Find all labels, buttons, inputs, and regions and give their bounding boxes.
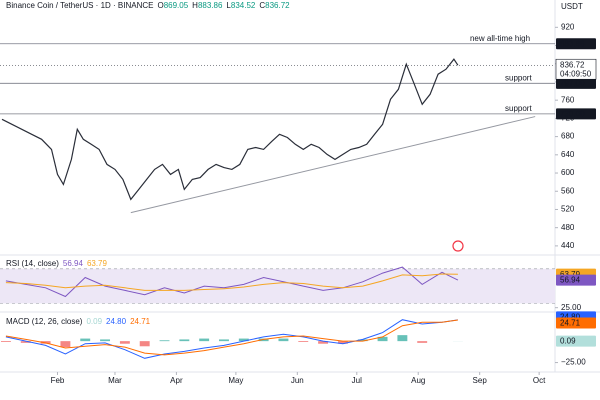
line-note: support bbox=[505, 73, 532, 82]
trend-line bbox=[130, 116, 536, 214]
currency: USDT bbox=[561, 2, 583, 11]
histogram-bar bbox=[100, 339, 111, 342]
y-tick-label: 920 bbox=[561, 22, 575, 31]
header: Binance Coin / TetherUS · 1D · BINANCE O8… bbox=[6, 1, 290, 10]
line-note: new all-time high bbox=[470, 34, 530, 43]
y-tick-label: 480 bbox=[561, 223, 575, 232]
macd-line bbox=[5, 319, 458, 356]
histogram-bar bbox=[318, 341, 329, 344]
histogram-bar bbox=[397, 335, 408, 342]
y-tick-label: 520 bbox=[561, 205, 575, 214]
price-tag-bg bbox=[556, 38, 596, 50]
histogram-bar bbox=[119, 341, 130, 344]
value-tag: 0.09 bbox=[560, 337, 576, 346]
last-price: 836.72 bbox=[560, 60, 585, 69]
last-price-bg bbox=[555, 58, 597, 80]
ohlc-label: L bbox=[226, 1, 231, 10]
y-tick-label: 440 bbox=[561, 241, 575, 250]
macd-legend: MACD (12, 26, close) 0.09 24.80 24.71 bbox=[6, 317, 151, 326]
line-note: support bbox=[505, 104, 532, 113]
countdown: 04:09:50 bbox=[560, 69, 592, 78]
value-tag: 56.94 bbox=[560, 276, 581, 285]
histogram-bar bbox=[219, 339, 229, 342]
ohlc-value: 836.72 bbox=[265, 1, 290, 10]
value-tag-bg bbox=[556, 274, 596, 286]
histogram-bar bbox=[238, 338, 249, 342]
legend-value: 0.09 bbox=[86, 317, 102, 326]
ohlc-label: H bbox=[192, 1, 198, 10]
ohlc-label: C bbox=[259, 1, 265, 10]
x-tick-label: Apr bbox=[170, 376, 183, 385]
x-tick-label: Jun bbox=[291, 376, 304, 385]
histogram-bar bbox=[199, 338, 210, 342]
symbol: Binance Coin / TetherUS · 1D · BINANCE bbox=[6, 1, 153, 10]
y-tick-label: 760 bbox=[561, 95, 575, 104]
y-tick-label: 600 bbox=[561, 168, 575, 177]
y-tick-label: 640 bbox=[561, 150, 575, 159]
histogram-bar bbox=[139, 341, 150, 347]
x-tick-label: May bbox=[228, 376, 243, 385]
legend-value: 24.71 bbox=[130, 317, 151, 326]
histogram-bar bbox=[0, 341, 11, 342]
value-tag: 63.79 bbox=[560, 270, 581, 279]
x-tick-label: Jul bbox=[352, 376, 362, 385]
x-tick-label: Mar bbox=[108, 376, 122, 385]
histogram-bar bbox=[377, 336, 388, 342]
indicator-line bbox=[5, 273, 458, 291]
legend-value: 63.79 bbox=[87, 259, 108, 268]
histogram-bar bbox=[298, 341, 309, 342]
price-tag: 730.00 bbox=[560, 109, 585, 118]
x-tick-label: Sep bbox=[473, 376, 488, 385]
histogram-bar bbox=[159, 340, 170, 342]
rsi-legend: RSI (14, close) 56.94 63.79 bbox=[6, 259, 108, 268]
y-tick-label: 25.00 bbox=[561, 303, 582, 312]
histogram-bar bbox=[179, 339, 190, 342]
histogram-bar bbox=[417, 341, 428, 343]
ohlc-value: 834.52 bbox=[231, 1, 256, 10]
indicator-line bbox=[5, 266, 459, 298]
ohlc-label: O bbox=[157, 1, 163, 10]
indicator-title: MACD (12, 26, close) bbox=[6, 317, 83, 326]
y-tick-label: −25.00 bbox=[561, 358, 586, 367]
price-tag-bg bbox=[556, 77, 596, 89]
legend-value: 24.80 bbox=[106, 317, 127, 326]
value-tag: 24.71 bbox=[560, 319, 581, 328]
macd-line bbox=[5, 319, 458, 359]
value-tag-bg bbox=[556, 335, 596, 347]
indicator-title: RSI (14, close) bbox=[6, 259, 59, 268]
histogram-bar bbox=[60, 341, 71, 348]
histogram-bar bbox=[278, 338, 289, 342]
y-tick-label: 680 bbox=[561, 132, 575, 141]
price-tag-bg bbox=[556, 108, 596, 120]
ohlc-value: 869.05 bbox=[164, 1, 189, 10]
price-tag: 797.00 bbox=[560, 79, 585, 88]
histogram-bar bbox=[357, 339, 368, 342]
legend-value: 56.94 bbox=[63, 259, 84, 268]
x-tick-label: Oct bbox=[533, 376, 546, 385]
histogram-bar bbox=[337, 341, 348, 344]
histogram-bar bbox=[80, 338, 91, 342]
histogram-bar bbox=[20, 341, 31, 343]
price-line bbox=[1, 58, 459, 201]
price-tag: 883.86 bbox=[560, 39, 585, 48]
x-tick-label: Feb bbox=[51, 376, 65, 385]
value-tag: 24.80 bbox=[560, 312, 581, 321]
live-icon bbox=[452, 240, 464, 252]
x-tick-label: Aug bbox=[411, 376, 425, 385]
y-tick-label: 560 bbox=[561, 186, 575, 195]
value-tag-bg bbox=[556, 317, 596, 329]
ohlc-value: 883.86 bbox=[198, 1, 223, 10]
